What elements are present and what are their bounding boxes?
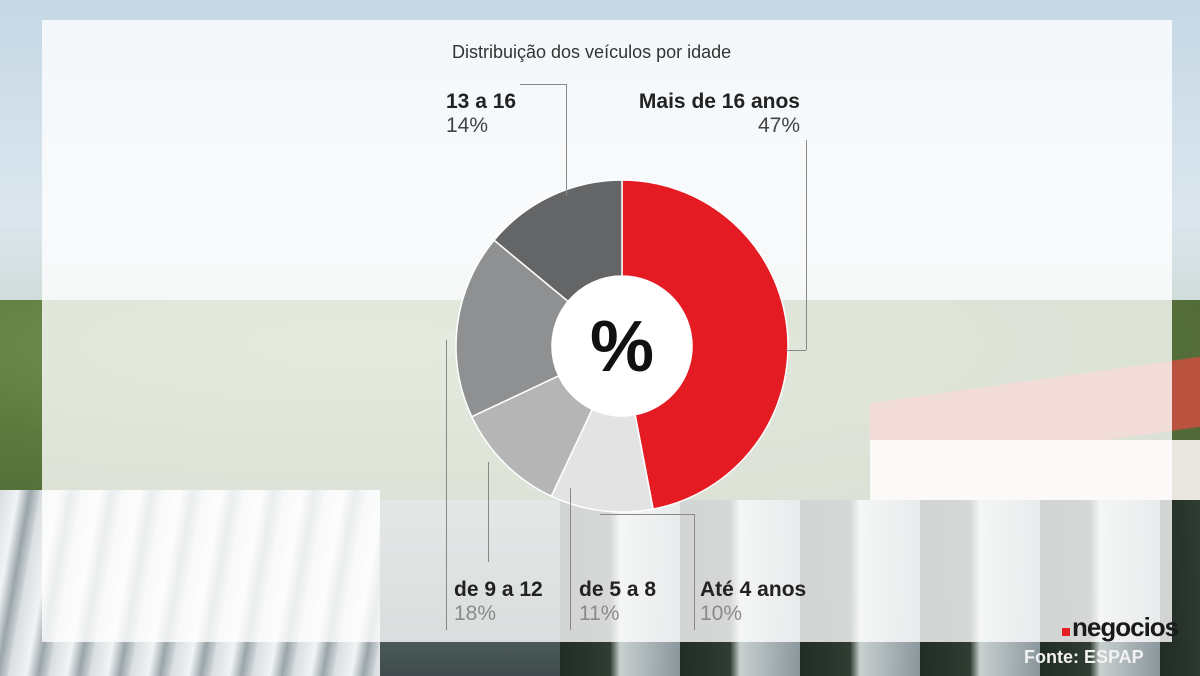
negocios-logo: negocios <box>1062 612 1179 643</box>
leader-line-13-16-top <box>520 84 566 85</box>
leader-line-ate-4 <box>694 540 695 630</box>
slice-percent: 11% <box>579 602 620 626</box>
slice-percent: 47% <box>757 114 800 138</box>
leader-line-ate-4-top <box>600 514 695 541</box>
slice-name: 13 a 16 <box>446 90 517 113</box>
slice-label-mais-16: Mais de 16 anos 47% <box>600 90 800 138</box>
slice-name: de 5 a 8 <box>579 578 657 601</box>
logo-red-mark <box>1062 628 1070 636</box>
slice-name: de 9 a 12 <box>454 578 543 601</box>
slice-percent: 14% <box>446 114 489 138</box>
source-credit: Fonte: ESPAP <box>1024 647 1144 667</box>
slice-name: Mais de 16 anos <box>638 90 800 113</box>
leader-line-13-16 <box>566 84 567 196</box>
slice-label-13-16: 13 a 16 14% <box>446 90 516 138</box>
slice-name: Até 4 anos <box>700 578 807 601</box>
slice-label-9-12: de 9 a 12 18% <box>454 578 543 626</box>
leader-line-5-8 <box>570 488 571 630</box>
slice-percent: 18% <box>454 602 497 626</box>
percent-center-label: % <box>589 307 655 387</box>
slice-label-5-8: de 5 a 8 11% <box>579 578 656 626</box>
leader-line-9-12 <box>446 340 447 630</box>
slice-label-ate-4: Até 4 anos 10% <box>700 578 806 626</box>
donut-hole <box>552 276 692 416</box>
leader-line-mais-16 <box>806 140 807 350</box>
chart-title: Distribuição dos veículos por idade <box>452 42 732 62</box>
pie-slice-de-9-a-12 <box>455 239 570 418</box>
leader-line-5-8-top <box>488 462 489 562</box>
leader-line-mais-16-foot <box>786 350 806 351</box>
slice-percent: 10% <box>700 602 743 626</box>
logo-text: negocios <box>1072 612 1179 642</box>
